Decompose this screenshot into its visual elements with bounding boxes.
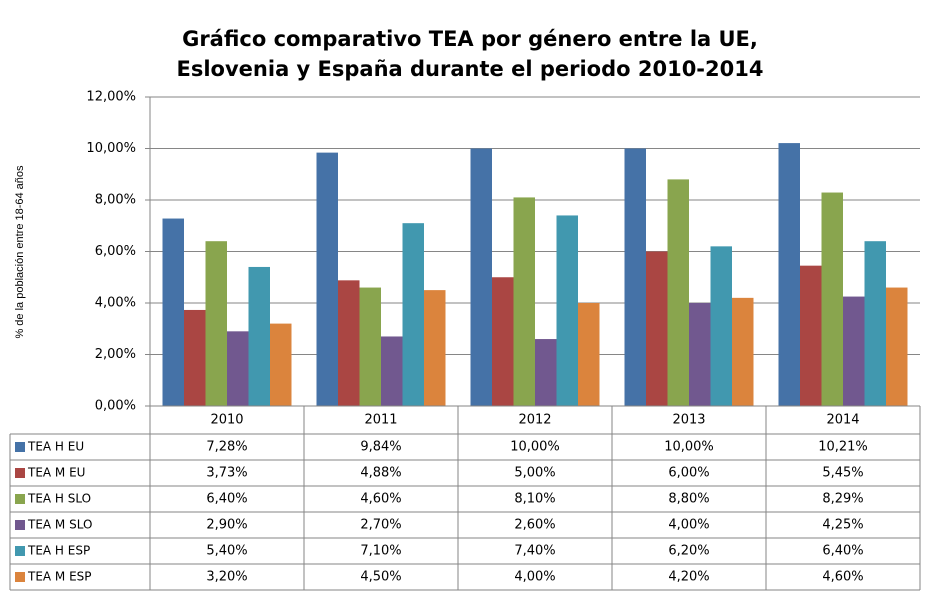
bar [359, 287, 381, 406]
table-cell: 8,10% [514, 492, 555, 507]
bar [710, 246, 732, 406]
legend-label: TEA M SLO [27, 518, 92, 532]
bar [184, 309, 206, 406]
table-cell: 2,90% [206, 518, 247, 533]
table-cell: 4,60% [360, 492, 401, 507]
table-cell: 4,00% [668, 518, 709, 533]
bar [162, 218, 184, 406]
legend-label: TEA M EU [27, 466, 85, 480]
x-tick-label: 2013 [672, 413, 705, 428]
table-cell: 7,40% [514, 544, 555, 559]
table-cell: 2,70% [360, 518, 401, 533]
legend-swatch [15, 494, 25, 504]
bar [492, 277, 514, 406]
y-tick-label: 4,00% [95, 296, 136, 311]
table-cell: 7,10% [360, 544, 401, 559]
bar [270, 323, 292, 406]
bar [689, 303, 711, 406]
table-cell: 5,45% [822, 466, 863, 481]
bar [316, 152, 338, 406]
table-cell: 6,40% [822, 544, 863, 559]
bar [205, 241, 227, 406]
table-cell: 10,00% [510, 440, 560, 455]
bar [886, 287, 908, 406]
table-cell: 3,73% [206, 466, 247, 481]
table-cell: 8,80% [668, 492, 709, 507]
legend-swatch [15, 572, 25, 582]
bar [470, 148, 492, 406]
bar [821, 192, 843, 406]
table-cell: 4,50% [360, 570, 401, 585]
bar [864, 241, 886, 406]
table-cell: 3,20% [206, 570, 247, 585]
x-tick-label: 2010 [210, 413, 243, 428]
bar [667, 179, 689, 406]
y-tick-label: 0,00% [95, 399, 136, 414]
x-tick-label: 2012 [518, 413, 551, 428]
bar [513, 197, 535, 406]
bar [381, 336, 403, 406]
x-tick-label: 2014 [826, 413, 859, 428]
table-cell: 8,29% [822, 492, 863, 507]
table-cell: 9,84% [360, 440, 401, 455]
table-cell: 4,60% [822, 570, 863, 585]
legend-swatch [15, 442, 25, 452]
x-tick-label: 2011 [364, 413, 397, 428]
bar [646, 251, 668, 406]
legend-label: TEA M ESP [27, 570, 92, 584]
bar [248, 266, 270, 406]
bar [843, 296, 865, 406]
y-tick-label: 10,00% [86, 141, 136, 156]
table-cell: 5,40% [206, 544, 247, 559]
bar [424, 290, 446, 406]
table-cell: 6,20% [668, 544, 709, 559]
legend-label: TEA H EU [27, 440, 84, 454]
table-cell: 7,28% [206, 440, 247, 455]
y-axis-label: % de la población entre 18-64 años [14, 165, 26, 339]
y-tick-label: 6,00% [95, 244, 136, 259]
bar [624, 148, 646, 406]
legend-swatch [15, 468, 25, 478]
bar [402, 223, 424, 406]
table-cell: 4,25% [822, 518, 863, 533]
table-cell: 5,00% [514, 466, 555, 481]
legend-swatch [15, 546, 25, 556]
bar [578, 303, 600, 406]
bar [227, 331, 249, 406]
bar [778, 143, 800, 406]
table-cell: 4,00% [514, 570, 555, 585]
chart-title: Eslovenia y España durante el periodo 20… [177, 57, 764, 81]
table-cell: 6,00% [668, 466, 709, 481]
table-cell: 4,20% [668, 570, 709, 585]
bar [338, 280, 360, 406]
y-tick-label: 2,00% [95, 347, 136, 362]
bar [732, 297, 754, 406]
legend-swatch [15, 520, 25, 530]
y-tick-label: 8,00% [95, 193, 136, 208]
y-tick-label: 12,00% [86, 90, 136, 105]
table-cell: 10,21% [818, 440, 868, 455]
table-cell: 10,00% [664, 440, 714, 455]
legend-label: TEA H ESP [27, 544, 90, 558]
table-cell: 2,60% [514, 518, 555, 533]
table-cell: 6,40% [206, 492, 247, 507]
bar [800, 265, 822, 406]
table-cell: 4,88% [360, 466, 401, 481]
bar [556, 215, 578, 406]
chart-title: Gráfico comparativo TEA por género entre… [182, 27, 758, 51]
legend-label: TEA H SLO [27, 492, 91, 506]
bar [535, 339, 557, 406]
